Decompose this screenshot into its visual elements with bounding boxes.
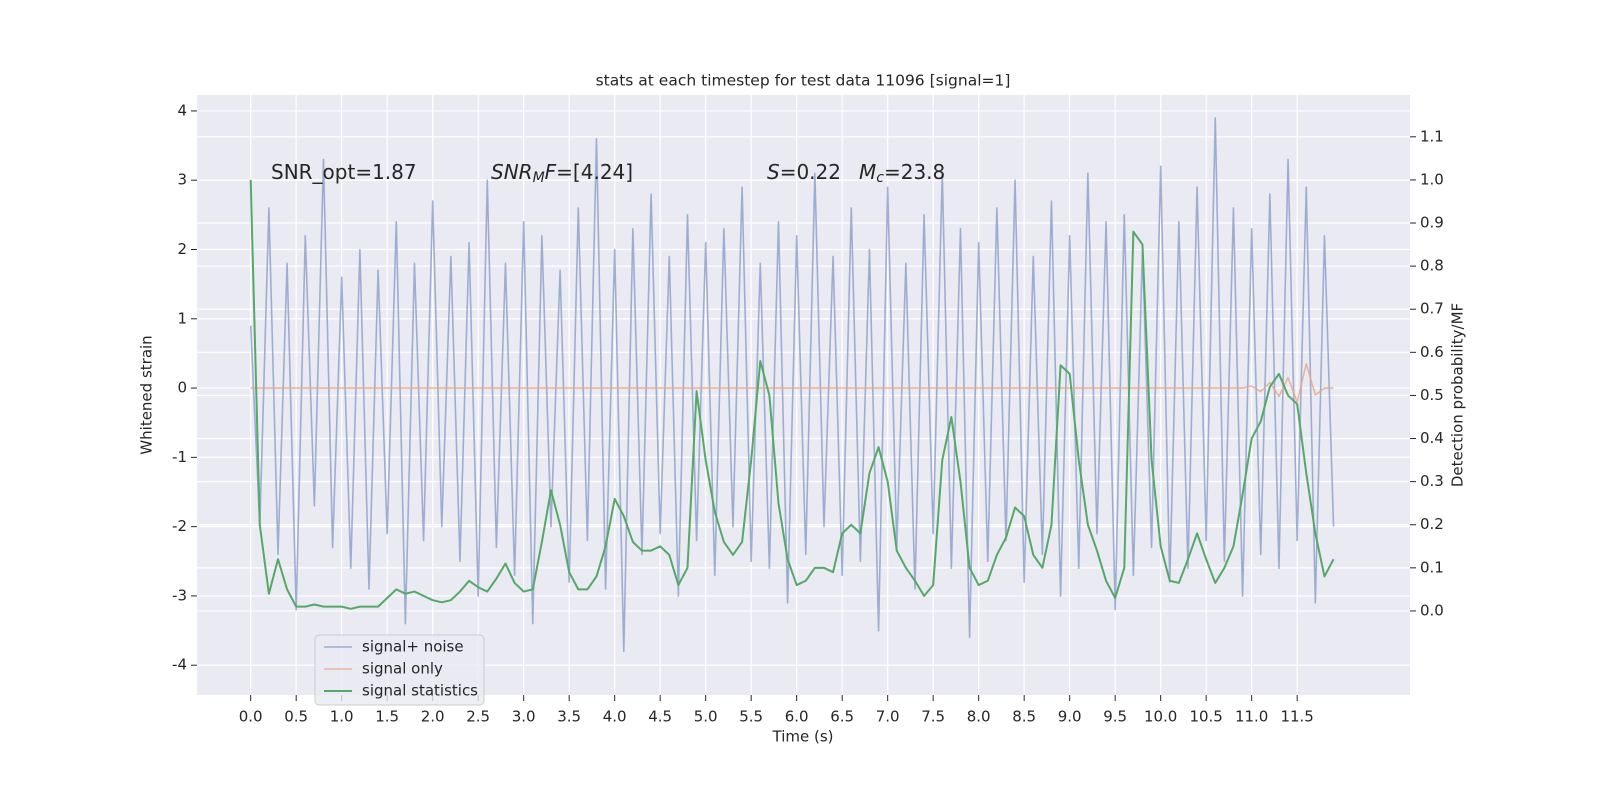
y-tick-label: -2 — [172, 517, 187, 535]
y-tick-label: 2 — [177, 240, 187, 258]
y2-axis-label: Detection probability/MF — [1449, 303, 1467, 487]
y2-tick-label: 0.5 — [1420, 386, 1444, 404]
legend-box — [314, 634, 485, 706]
x-tick-label: 9.5 — [1103, 708, 1127, 726]
x-tick-label: 8.0 — [967, 708, 991, 726]
x-tick-label: 0.0 — [239, 708, 263, 726]
y-tick-label: -4 — [172, 656, 187, 674]
legend: signal+ noise signal only signal statistic… — [314, 634, 485, 706]
x-tick-label: 4.5 — [648, 708, 672, 726]
annotation-part: SNR — [491, 160, 533, 184]
y2-tick-label: 0.2 — [1420, 515, 1444, 533]
x-axis-label: Time (s) — [772, 728, 834, 746]
x-tick-label: 11.0 — [1235, 708, 1268, 726]
y2-tick-label: 0.8 — [1420, 257, 1444, 275]
x-tick-label: 0.5 — [284, 708, 308, 726]
annotation: SNR_opt=1.87 — [271, 160, 417, 184]
x-tick-label: 5.5 — [739, 708, 763, 726]
x-tick-label: 8.5 — [1012, 708, 1036, 726]
annotation-part: c — [876, 170, 884, 186]
legend-label: signal+ noise — [362, 638, 464, 656]
y-tick-label: -3 — [172, 586, 187, 604]
x-tick-label: 4.0 — [603, 708, 627, 726]
x-tick-label: 2.0 — [421, 708, 445, 726]
annotation-part: =[4.24] — [556, 160, 633, 184]
annotation-part: =0.22 — [780, 160, 841, 184]
chart-title: stats at each timestep for test data 110… — [596, 72, 1011, 90]
annotation-part: F — [545, 160, 557, 184]
y2-tick-label: 0.9 — [1420, 214, 1444, 232]
x-tick-label: 6.5 — [830, 708, 854, 726]
annotation-part: S — [767, 160, 780, 184]
x-tick-label: 10.5 — [1189, 708, 1222, 726]
grid — [197, 95, 1410, 695]
y2-tick-label: 0.6 — [1420, 343, 1444, 361]
annotation: S=0.22 — [767, 160, 841, 184]
x-tick-label: 10.0 — [1144, 708, 1177, 726]
x-tick-label: 1.5 — [375, 708, 399, 726]
x-tick-label: 11.5 — [1280, 708, 1313, 726]
y2-tick-label: 0.3 — [1420, 472, 1444, 490]
annotation-part: M — [859, 160, 876, 184]
x-tick-label: 3.0 — [512, 708, 536, 726]
y-tick-label: 4 — [177, 101, 187, 119]
x-tick-label: 1.0 — [330, 708, 354, 726]
annotation: SNRMF=[4.24] — [491, 160, 633, 187]
annotation: Mc=23.8 — [859, 160, 945, 187]
y2-tick-label: 1.0 — [1420, 170, 1444, 188]
series-line — [249, 179, 1335, 610]
legend-label: signal only — [362, 660, 443, 678]
y-axis-label: Whitened strain — [138, 335, 156, 454]
y-tick-label: 1 — [177, 309, 187, 327]
annotation-part: M — [533, 170, 545, 186]
x-tick-label: 6.0 — [785, 708, 809, 726]
y2-tick-label: 1.1 — [1420, 127, 1444, 145]
x-tick-label: 3.5 — [557, 708, 581, 726]
annotation-part: SNR_opt=1.87 — [271, 160, 417, 184]
y2-tick-label: 0.0 — [1420, 601, 1444, 619]
y-tick-label: 0 — [177, 379, 187, 397]
y-tick-label: 3 — [177, 171, 187, 189]
x-tick-label: 2.5 — [466, 708, 490, 726]
y2-tick-label: 0.7 — [1420, 300, 1444, 318]
x-tick-label: 7.5 — [921, 708, 945, 726]
x-tick-label: 9.0 — [1058, 708, 1082, 726]
annotation-part: =23.8 — [884, 160, 945, 184]
y-tick-label: -1 — [172, 448, 187, 466]
series-line — [250, 363, 1334, 403]
legend-label: signal statistics — [362, 682, 478, 700]
y2-tick-label: 0.1 — [1420, 558, 1444, 576]
y2-tick-label: 0.4 — [1420, 429, 1444, 447]
x-tick-label: 5.0 — [694, 708, 718, 726]
x-tick-label: 7.0 — [876, 708, 900, 726]
